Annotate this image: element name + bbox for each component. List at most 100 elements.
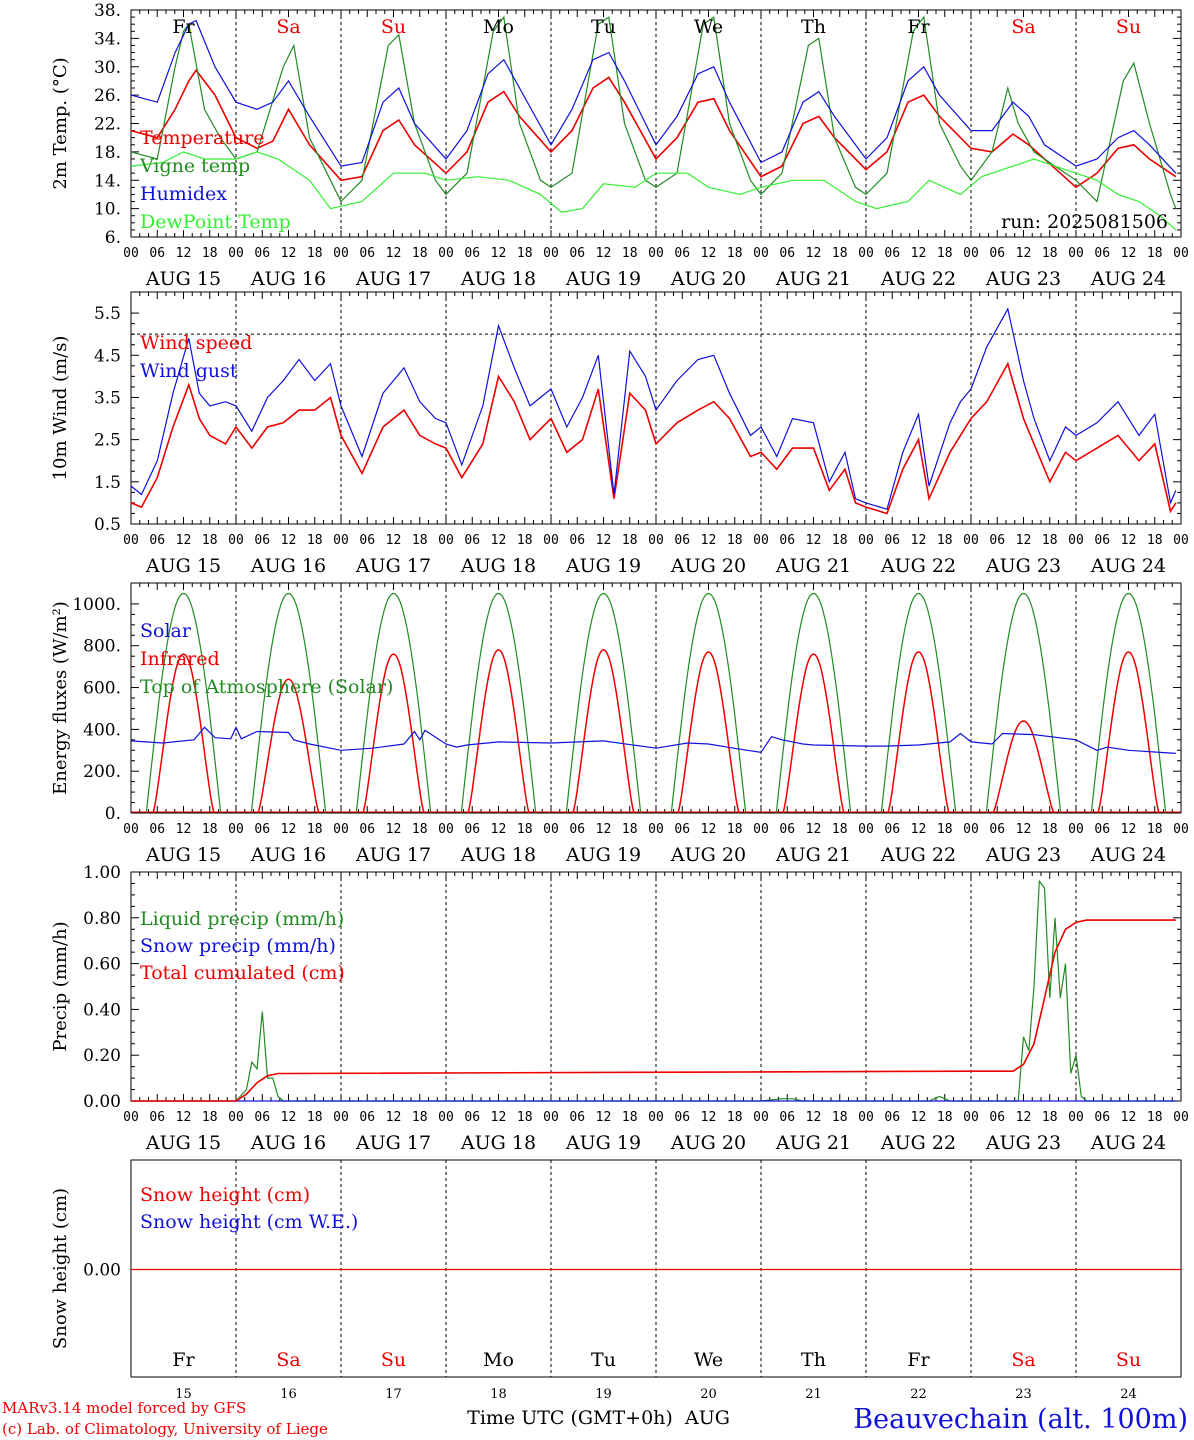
hour-tick-label: 06 bbox=[149, 533, 165, 548]
hour-tick-label: 12 bbox=[176, 246, 192, 261]
run-label: run: 2025081506 bbox=[1001, 211, 1168, 233]
hour-tick-label: 12 bbox=[701, 533, 717, 548]
hour-tick-label: 18 bbox=[937, 246, 953, 261]
hour-tick-label: 18 bbox=[1042, 246, 1058, 261]
hour-tick-label: 06 bbox=[989, 822, 1005, 837]
hour-tick-label: 06 bbox=[779, 1110, 795, 1125]
y-tick-label: 1000. bbox=[72, 595, 121, 615]
hour-tick-label: 00 bbox=[753, 533, 769, 548]
hour-tick-label: 18 bbox=[412, 1110, 428, 1125]
legend-entry: DewPoint Temp bbox=[140, 211, 291, 233]
hour-tick-label: 06 bbox=[464, 246, 480, 261]
series-total-cumulated-cm- bbox=[131, 919, 1176, 1102]
hour-tick-label: 12 bbox=[701, 1110, 717, 1125]
day-label: AUG 23 bbox=[985, 555, 1061, 577]
hour-tick-label: 00 bbox=[123, 533, 139, 548]
day-label: AUG 22 bbox=[880, 268, 956, 290]
panel-5 bbox=[130, 1159, 1182, 1378]
legend-entry: Infrared bbox=[140, 648, 220, 670]
hour-tick-label: 06 bbox=[254, 246, 270, 261]
hour-tick-label: 18 bbox=[517, 533, 533, 548]
legend-entry: Wind gust bbox=[140, 360, 238, 382]
hour-tick-label: 00 bbox=[858, 246, 874, 261]
hour-tick-label: 12 bbox=[386, 246, 402, 261]
day-label: AUG 16 bbox=[250, 555, 326, 577]
day-label: AUG 19 bbox=[565, 268, 641, 290]
date-number: 22 bbox=[910, 1387, 927, 1402]
y-tick-label: 38. bbox=[94, 1, 121, 21]
hour-tick-label: 00 bbox=[1173, 822, 1189, 837]
y-tick-label: 2.5 bbox=[94, 431, 121, 451]
hour-tick-label: 18 bbox=[307, 533, 323, 548]
hour-tick-label: 12 bbox=[911, 1110, 927, 1125]
weekday-label-top: Su bbox=[381, 16, 406, 38]
hour-tick-label: 00 bbox=[963, 533, 979, 548]
hour-tick-label: 18 bbox=[937, 533, 953, 548]
hour-tick-label: 06 bbox=[989, 533, 1005, 548]
day-label: AUG 16 bbox=[250, 1132, 326, 1154]
series-temperature bbox=[130, 68, 1177, 189]
hour-tick-label: 18 bbox=[832, 822, 848, 837]
month-label: AUG bbox=[684, 1407, 730, 1429]
y-tick-label: 18. bbox=[94, 143, 121, 163]
y-axis-label: Snow height (cm) bbox=[50, 1188, 71, 1349]
hour-tick-label: 18 bbox=[412, 246, 428, 261]
hour-tick-label: 12 bbox=[911, 533, 927, 548]
hour-tick-label: 06 bbox=[884, 822, 900, 837]
hour-tick-label: 06 bbox=[989, 1110, 1005, 1125]
hour-tick-label: 12 bbox=[1016, 246, 1032, 261]
hour-tick-label: 00 bbox=[753, 822, 769, 837]
day-label: AUG 18 bbox=[460, 268, 536, 290]
lab-credit: (c) Lab. of Climatology, University of L… bbox=[2, 1420, 328, 1438]
series-wind-gust bbox=[130, 307, 1177, 510]
day-label: AUG 16 bbox=[250, 844, 326, 866]
hour-tick-label: 06 bbox=[884, 246, 900, 261]
hour-tick-label: 00 bbox=[543, 1110, 559, 1125]
hour-tick-label: 00 bbox=[123, 1110, 139, 1125]
hour-tick-label: 18 bbox=[622, 1110, 638, 1125]
hour-tick-label: 00 bbox=[123, 246, 139, 261]
hour-tick-label: 00 bbox=[1068, 1110, 1084, 1125]
hour-tick-label: 06 bbox=[149, 246, 165, 261]
hour-tick-label: 06 bbox=[674, 533, 690, 548]
hour-tick-label: 18 bbox=[622, 533, 638, 548]
hour-tick-label: 18 bbox=[307, 1110, 323, 1125]
day-label: AUG 17 bbox=[355, 268, 431, 290]
hour-tick-label: 06 bbox=[779, 533, 795, 548]
hour-tick-label: 00 bbox=[753, 1110, 769, 1125]
y-tick-label: 400. bbox=[83, 720, 121, 740]
hour-tick-label: 06 bbox=[884, 1110, 900, 1125]
hour-tick-label: 18 bbox=[517, 822, 533, 837]
day-label: AUG 16 bbox=[250, 268, 326, 290]
hour-tick-label: 06 bbox=[1094, 246, 1110, 261]
hour-tick-label: 12 bbox=[596, 246, 612, 261]
y-tick-label: 600. bbox=[83, 679, 121, 699]
hour-tick-label: 18 bbox=[1042, 822, 1058, 837]
hour-tick-label: 06 bbox=[254, 822, 270, 837]
hour-tick-label: 18 bbox=[1147, 533, 1163, 548]
hour-tick-label: 06 bbox=[674, 246, 690, 261]
hour-tick-label: 06 bbox=[779, 822, 795, 837]
legend-entry: Humidex bbox=[140, 183, 227, 205]
weekday-label-top: Sa bbox=[1011, 16, 1035, 38]
day-label: AUG 15 bbox=[145, 268, 221, 290]
panel-1 bbox=[130, 9, 1182, 238]
day-label: AUG 20 bbox=[670, 268, 746, 290]
day-label: AUG 17 bbox=[355, 1132, 431, 1154]
time-axis-label: Time UTC (GMT+0h) bbox=[467, 1407, 673, 1429]
y-tick-label: 4.5 bbox=[94, 346, 121, 366]
day-label: AUG 20 bbox=[670, 1132, 746, 1154]
hour-tick-label: 18 bbox=[1147, 246, 1163, 261]
date-number: 18 bbox=[490, 1387, 507, 1402]
hour-tick-label: 00 bbox=[963, 822, 979, 837]
series-wind-speed bbox=[130, 361, 1177, 515]
hour-tick-label: 18 bbox=[727, 246, 743, 261]
hour-tick-label: 12 bbox=[1016, 533, 1032, 548]
hour-tick-label: 00 bbox=[438, 533, 454, 548]
hour-tick-label: 06 bbox=[569, 1110, 585, 1125]
hour-tick-label: 00 bbox=[963, 246, 979, 261]
hour-tick-label: 18 bbox=[937, 1110, 953, 1125]
hour-tick-label: 00 bbox=[333, 1110, 349, 1125]
series-liquid-precip-mm-h- bbox=[131, 879, 1176, 1102]
